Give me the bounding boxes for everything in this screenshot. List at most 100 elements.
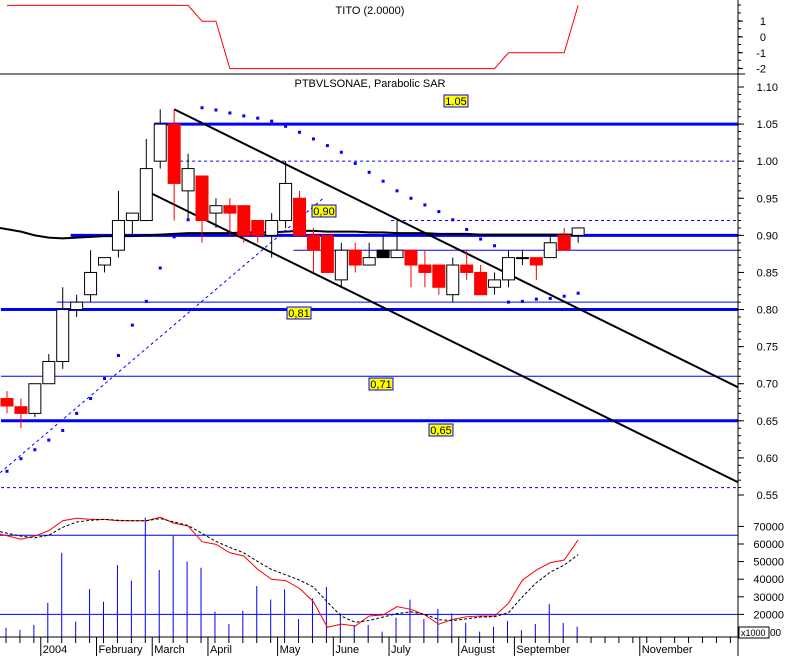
volume-tick-label: 30000 bbox=[753, 592, 784, 604]
candle-body bbox=[125, 212, 139, 222]
x-tick-label: September bbox=[516, 644, 570, 656]
sar-dot bbox=[451, 218, 455, 222]
candle-body bbox=[251, 220, 265, 236]
sar-dot bbox=[116, 354, 120, 358]
candle-body bbox=[209, 205, 223, 214]
price-tick-label: 0.65 bbox=[757, 416, 778, 428]
candle-body bbox=[334, 249, 348, 281]
candle-body bbox=[460, 264, 474, 273]
candle-body bbox=[265, 220, 279, 236]
sar-dot bbox=[228, 111, 232, 115]
level-label-box bbox=[428, 423, 454, 437]
x-tick-label: November bbox=[642, 644, 693, 656]
candle-body bbox=[111, 220, 125, 251]
sar-dot bbox=[339, 150, 343, 154]
sar-dot bbox=[47, 438, 51, 442]
candle-body bbox=[223, 205, 237, 214]
candle-body bbox=[348, 249, 362, 266]
sar-dot bbox=[214, 108, 218, 112]
volume-average-line bbox=[0, 516, 579, 628]
candle-body bbox=[543, 242, 557, 259]
sar-dot bbox=[562, 294, 566, 298]
sar-dot bbox=[158, 266, 162, 270]
candle-body bbox=[56, 309, 70, 362]
unit-box bbox=[738, 626, 770, 639]
candle-body bbox=[279, 182, 293, 222]
level-label-box bbox=[443, 94, 469, 108]
sar-dot bbox=[89, 397, 93, 401]
level-label-box bbox=[368, 377, 394, 391]
sar-dot bbox=[423, 203, 427, 207]
candle-body bbox=[293, 197, 307, 236]
unit-label: x1000 bbox=[741, 628, 766, 638]
candle-body bbox=[320, 234, 334, 273]
volume-tick-label: 70000 bbox=[753, 521, 784, 533]
price-tick-label: 0.55 bbox=[757, 490, 778, 502]
candle-body bbox=[98, 257, 112, 266]
candle-body bbox=[84, 271, 98, 296]
price-tick-label: 0.60 bbox=[757, 453, 778, 465]
tito-line bbox=[7, 4, 579, 70]
candle-body bbox=[515, 257, 529, 260]
x-tick-label: March bbox=[154, 644, 185, 656]
sar-dot bbox=[75, 411, 79, 415]
price-tick-label: 0.80 bbox=[757, 305, 778, 317]
level-label: 1.05 bbox=[445, 96, 466, 108]
candle-body bbox=[195, 175, 209, 222]
x-tick-label: April bbox=[210, 644, 232, 656]
candle-body bbox=[28, 383, 42, 414]
price-tick-label: 0.85 bbox=[757, 267, 778, 279]
sar-dot bbox=[172, 235, 176, 239]
price-tick-label: 1.05 bbox=[757, 119, 778, 131]
x-tick-label: July bbox=[391, 644, 411, 656]
sar-dot bbox=[61, 428, 65, 432]
trendline bbox=[173, 108, 739, 389]
candle-body bbox=[557, 234, 571, 251]
candle-body bbox=[418, 264, 432, 273]
tito-tick-label: -2 bbox=[756, 64, 766, 76]
price-tick-label: 0.75 bbox=[757, 342, 778, 354]
sar-dot bbox=[270, 119, 274, 123]
x-tick-label: June bbox=[335, 644, 359, 656]
candle-body bbox=[167, 123, 181, 184]
sar-dot bbox=[311, 137, 315, 141]
sar-dot bbox=[534, 297, 538, 301]
candle-body bbox=[0, 398, 14, 407]
sar-dot bbox=[479, 237, 483, 241]
candle-body bbox=[432, 264, 446, 288]
price-tick-label: 0.90 bbox=[757, 230, 778, 242]
level-label: 0,90 bbox=[313, 206, 334, 218]
volume-signal-line bbox=[0, 517, 579, 623]
candle-body bbox=[139, 168, 153, 222]
sar-dot bbox=[409, 196, 413, 200]
x-tick-label: 2004 bbox=[43, 644, 67, 656]
tito-panel: TITO (2.0000) 1 0 -1 -2 bbox=[7, 4, 766, 76]
dotted-trendline bbox=[0, 197, 324, 474]
volume-tick-label: 40000 bbox=[753, 574, 784, 586]
candle-body bbox=[501, 257, 515, 281]
sar-dot bbox=[437, 210, 441, 214]
tito-tick-label: 0 bbox=[760, 32, 766, 44]
sar-dot bbox=[395, 189, 399, 193]
unit-tick-label: 00 bbox=[770, 628, 782, 639]
sar-dot bbox=[186, 218, 190, 222]
candle-body bbox=[488, 279, 502, 288]
candle-body bbox=[474, 271, 488, 296]
volume-panel: 70000 60000 50000 40000 30000 20000 x1000 00 bbox=[0, 516, 784, 639]
sar-dot bbox=[298, 130, 302, 134]
volume-tick-label: 60000 bbox=[753, 539, 784, 551]
candle-body bbox=[404, 249, 418, 266]
sar-dot bbox=[465, 227, 469, 231]
candle-body bbox=[529, 257, 543, 266]
sar-dot bbox=[130, 323, 134, 327]
sar-dot bbox=[520, 299, 524, 303]
tito-tick-label: 1 bbox=[760, 16, 766, 28]
candle-body bbox=[237, 205, 251, 236]
price-tick-label: 0.70 bbox=[757, 379, 778, 391]
sar-dot bbox=[493, 244, 497, 248]
candle-body bbox=[362, 257, 376, 266]
candle-body bbox=[42, 360, 56, 385]
tito-title: TITO (2.0000) bbox=[336, 5, 405, 17]
sar-dot bbox=[33, 448, 37, 452]
